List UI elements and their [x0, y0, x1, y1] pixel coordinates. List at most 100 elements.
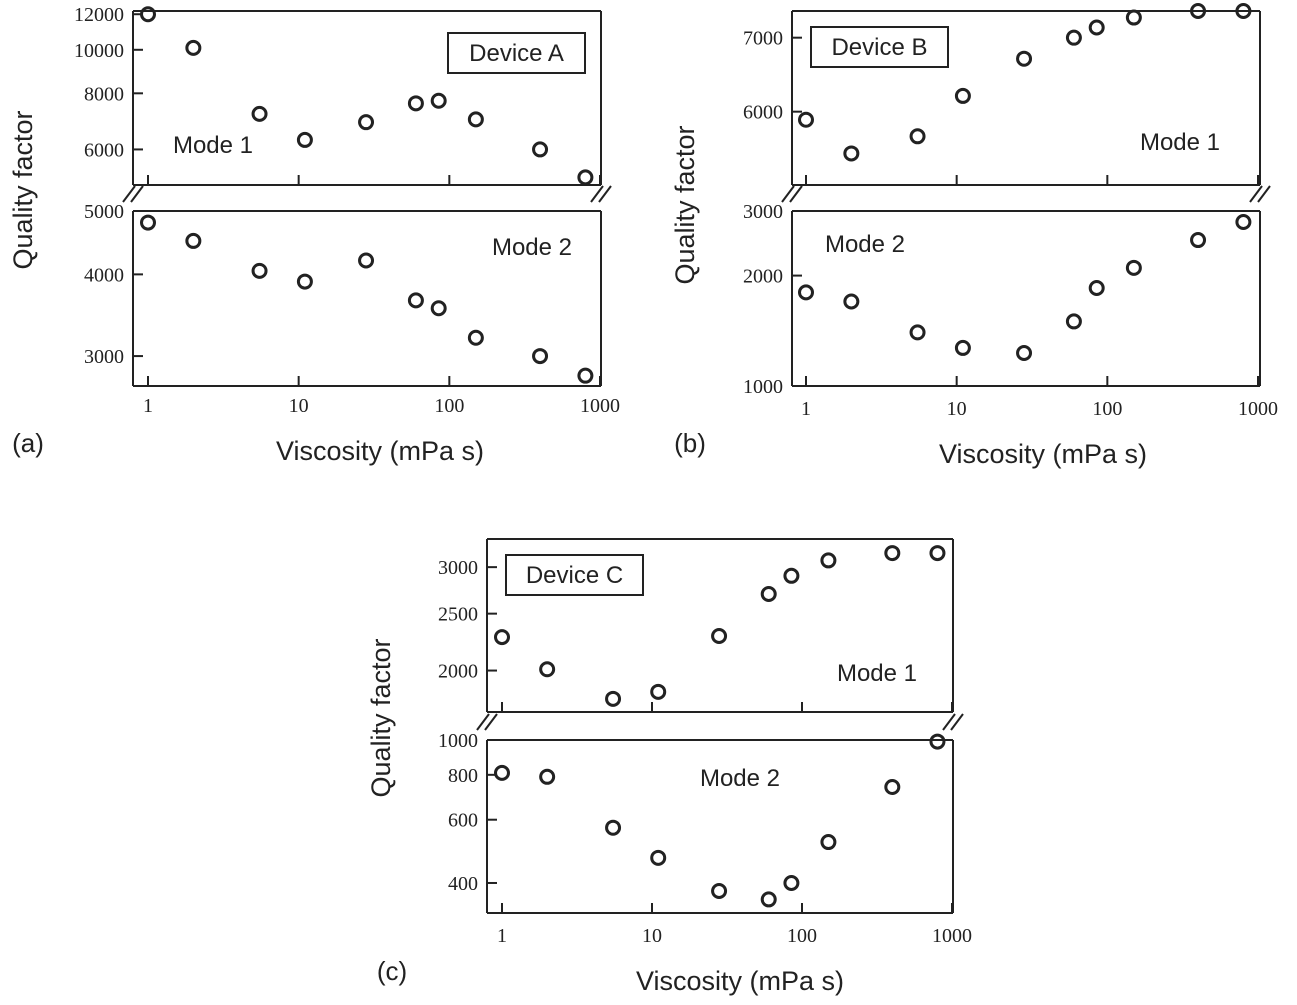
y-tick-label: 1000 [438, 730, 478, 752]
data-point [1065, 29, 1082, 46]
mode-label: Mode 1 [837, 660, 917, 687]
y-tick-label: 12000 [74, 4, 124, 26]
panel-label: (b) [674, 428, 706, 458]
y-tick-label: 2500 [438, 604, 478, 626]
data-point [296, 273, 313, 290]
x-tick-label: 1 [497, 925, 507, 947]
x-axis-label: Viscosity (mPa s) [636, 966, 844, 996]
data-point [1125, 259, 1142, 276]
x-axis-label: Viscosity (mPa s) [276, 436, 484, 466]
axis-break-mark [781, 185, 795, 203]
data-point [577, 367, 594, 384]
data-point [843, 293, 860, 310]
data-point [1190, 232, 1207, 249]
data-point [1065, 313, 1082, 330]
y-tick-label: 800 [448, 765, 478, 787]
mode-label: Mode 1 [173, 132, 253, 159]
axis-break-mark [950, 713, 964, 731]
y-axis-label: Quality factor [8, 110, 38, 269]
y-tick-label: 1000 [743, 376, 783, 398]
y-tick-label: 400 [448, 873, 478, 895]
data-point [843, 145, 860, 162]
data-point [798, 284, 814, 301]
data-point [909, 128, 926, 145]
data-point [909, 324, 926, 341]
x-tick-label: 10 [642, 925, 662, 947]
data-point [929, 733, 946, 750]
data-point [430, 300, 447, 317]
data-point [494, 764, 510, 781]
data-point [954, 87, 971, 104]
x-tick-label: 100 [787, 925, 817, 947]
data-point [185, 232, 202, 249]
data-point [1016, 50, 1033, 67]
y-tick-label: 5000 [84, 201, 124, 223]
panel-label: (a) [12, 428, 44, 458]
data-point [358, 114, 375, 131]
data-point [711, 628, 728, 645]
mode-label: Mode 1 [1140, 129, 1220, 156]
y-tick-label: 2000 [743, 266, 783, 288]
data-point [760, 586, 777, 603]
data-point [467, 111, 484, 128]
mode-label: Mode 2 [700, 765, 780, 792]
data-point [539, 768, 556, 785]
data-point [820, 552, 837, 569]
data-point [1016, 345, 1033, 362]
y-tick-label: 10000 [74, 40, 124, 62]
y-tick-label: 3000 [438, 557, 478, 579]
device-label-box [505, 554, 644, 596]
device-label-box [810, 26, 949, 68]
y-axis-label: Quality factor [366, 638, 396, 797]
mode-2-subplot: 1000 2000 3000 Mode 2 [743, 201, 1261, 398]
data-point [251, 105, 268, 122]
data-point [539, 661, 556, 678]
y-tick-label: 6000 [84, 139, 124, 161]
data-point [783, 567, 800, 584]
panel-c: 2000 2500 3000 Mode 1 400 600 800 1000 Mode 2 1 10… [366, 538, 972, 996]
panel-a: 6000 8000 10000 12000 Mode 1 3000 4000 5000 Mode… [8, 4, 620, 466]
axis-break-mark [476, 713, 490, 731]
data-point [1088, 19, 1105, 36]
data-point [1235, 3, 1252, 19]
y-tick-label: 600 [448, 810, 478, 832]
data-point [1125, 9, 1142, 26]
data-point [605, 819, 622, 836]
x-tick-label: 1000 [932, 925, 972, 947]
data-point [650, 849, 667, 866]
x-tick-label: 100 [434, 395, 464, 417]
axis-break-mark [590, 185, 604, 203]
data-point [929, 545, 946, 562]
mode-2-subplot: 400 600 800 1000 Mode 2 [438, 730, 954, 914]
y-tick-label: 3000 [84, 346, 124, 368]
device-label: Device B [831, 34, 927, 61]
device-label-box [447, 32, 586, 74]
x-tick-label: 1 [801, 398, 811, 420]
x-tick-label: 1000 [1238, 398, 1278, 420]
axis-break-mark [598, 185, 612, 203]
mode-1-subplot: 6000 7000 Mode 1 [743, 3, 1261, 186]
data-point [884, 778, 901, 795]
data-point [783, 874, 800, 891]
data-point [1235, 213, 1252, 230]
data-point [884, 545, 901, 562]
data-point [820, 834, 837, 851]
data-point [140, 6, 156, 23]
data-point [532, 141, 549, 158]
data-point [251, 262, 268, 279]
x-tick-label: 100 [1092, 398, 1122, 420]
y-tick-label: 3000 [743, 201, 783, 223]
data-point [467, 329, 484, 346]
data-point [760, 891, 777, 908]
data-point [1088, 280, 1105, 297]
axis-break-mark [122, 185, 136, 203]
panel-label: (c) [377, 956, 407, 986]
data-point [954, 339, 971, 356]
axis-break-mark [942, 713, 956, 731]
mode-1-subplot: 2000 2500 3000 Mode 1 [438, 538, 954, 713]
axis-break-mark [789, 185, 803, 203]
y-tick-label: 7000 [743, 28, 783, 50]
data-point [185, 39, 202, 56]
